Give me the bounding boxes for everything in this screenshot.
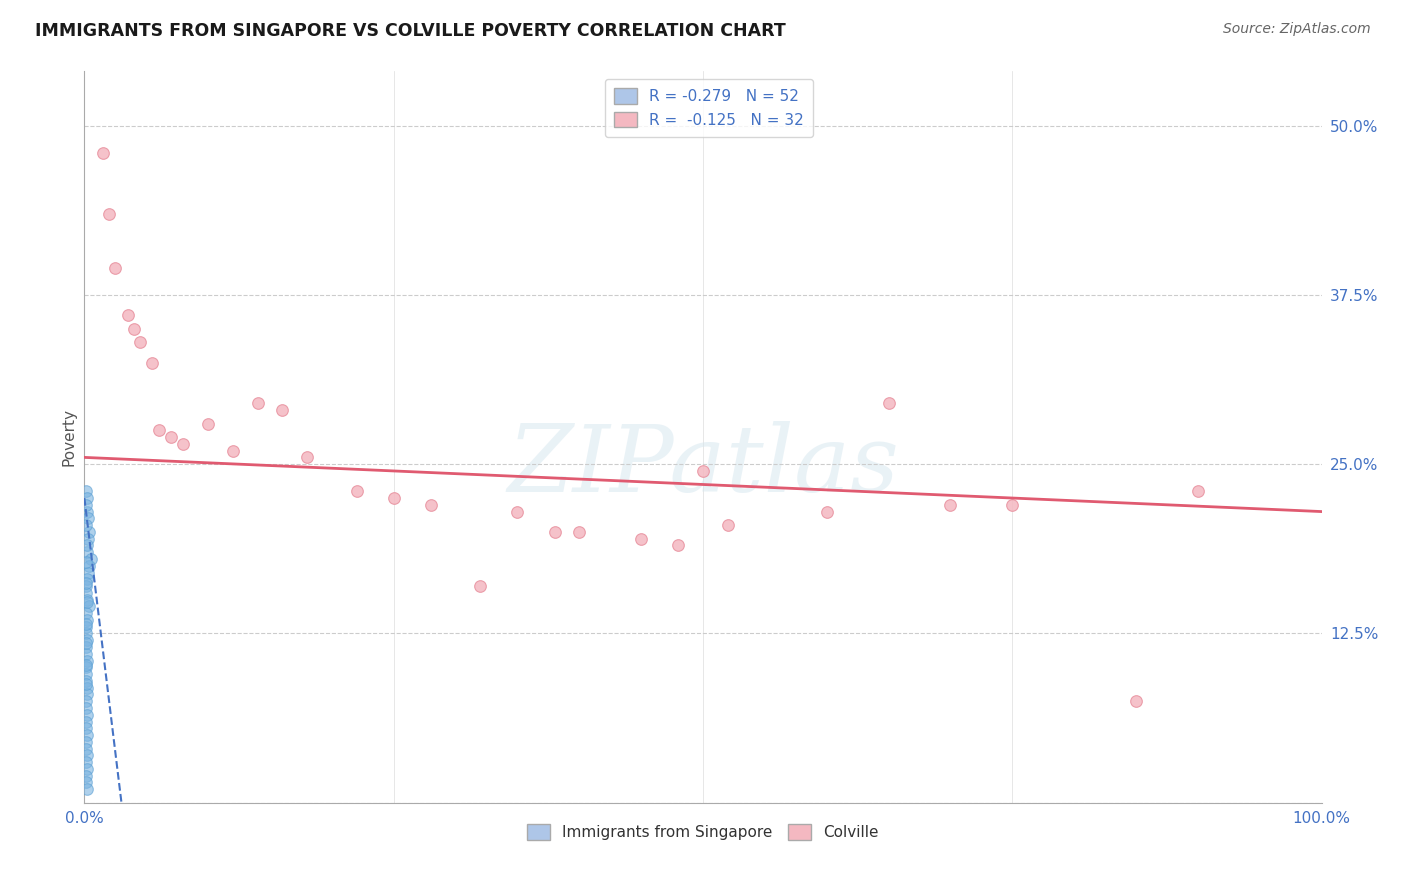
Point	[104, 260, 127, 275]
Point	[91, 145, 114, 160]
Point	[75, 775, 97, 789]
Point	[148, 423, 170, 437]
Point	[939, 498, 962, 512]
Point	[76, 681, 98, 695]
Point	[77, 566, 100, 580]
Point	[75, 555, 97, 569]
Point	[419, 498, 441, 512]
Point	[470, 579, 492, 593]
Point	[75, 579, 97, 593]
Text: ZIPatlas: ZIPatlas	[508, 421, 898, 511]
Point	[75, 667, 97, 681]
Point	[117, 308, 139, 322]
Point	[77, 599, 100, 614]
Point	[382, 491, 405, 505]
Point	[75, 735, 97, 749]
Point	[246, 396, 269, 410]
Point	[79, 524, 101, 539]
Point	[76, 688, 98, 702]
Point	[75, 606, 97, 620]
Point	[76, 595, 98, 609]
Point	[75, 714, 97, 729]
Point	[75, 498, 97, 512]
Point	[76, 728, 98, 742]
Point	[122, 322, 145, 336]
Point	[129, 335, 152, 350]
Point	[76, 572, 98, 586]
Point	[79, 558, 101, 573]
Point	[75, 484, 97, 499]
Point	[75, 660, 97, 674]
Point	[75, 755, 97, 769]
Point	[76, 613, 98, 627]
Point	[877, 396, 900, 410]
Point	[75, 640, 97, 654]
Point	[76, 654, 98, 668]
Point	[79, 552, 101, 566]
Point	[75, 576, 97, 591]
Point	[75, 741, 97, 756]
Point	[75, 647, 97, 661]
Point	[76, 707, 98, 722]
Point	[75, 626, 97, 640]
Point	[75, 586, 97, 600]
Point	[172, 437, 194, 451]
Point	[141, 355, 163, 369]
Point	[77, 532, 100, 546]
Point	[75, 657, 97, 672]
Point	[76, 545, 98, 559]
Point	[543, 524, 565, 539]
Point	[76, 782, 98, 797]
Point	[76, 491, 98, 505]
Point	[271, 403, 294, 417]
Point	[76, 748, 98, 763]
Point	[75, 676, 97, 690]
Point	[160, 430, 183, 444]
Point	[75, 617, 97, 632]
Text: Source: ZipAtlas.com: Source: ZipAtlas.com	[1223, 22, 1371, 37]
Point	[692, 464, 714, 478]
Point	[1125, 694, 1147, 708]
Point	[75, 701, 97, 715]
Point	[666, 538, 689, 552]
Point	[568, 524, 591, 539]
Point	[76, 633, 98, 648]
Point	[75, 721, 97, 735]
Point	[76, 762, 98, 776]
Point	[77, 511, 100, 525]
Legend: Immigrants from Singapore, Colville: Immigrants from Singapore, Colville	[522, 818, 884, 847]
Point	[506, 505, 529, 519]
Point	[75, 620, 97, 634]
Y-axis label: Poverty: Poverty	[60, 408, 76, 467]
Point	[75, 769, 97, 783]
Point	[815, 505, 838, 519]
Point	[717, 518, 740, 533]
Point	[222, 443, 245, 458]
Point	[75, 518, 97, 533]
Point	[75, 673, 97, 688]
Point	[197, 417, 219, 431]
Text: IMMIGRANTS FROM SINGAPORE VS COLVILLE POVERTY CORRELATION CHART: IMMIGRANTS FROM SINGAPORE VS COLVILLE PO…	[35, 22, 786, 40]
Point	[295, 450, 318, 465]
Point	[1001, 498, 1024, 512]
Point	[630, 532, 652, 546]
Point	[76, 592, 98, 607]
Point	[75, 694, 97, 708]
Point	[76, 505, 98, 519]
Point	[1187, 484, 1209, 499]
Point	[75, 636, 97, 650]
Point	[346, 484, 368, 499]
Point	[76, 538, 98, 552]
Point	[98, 206, 121, 220]
